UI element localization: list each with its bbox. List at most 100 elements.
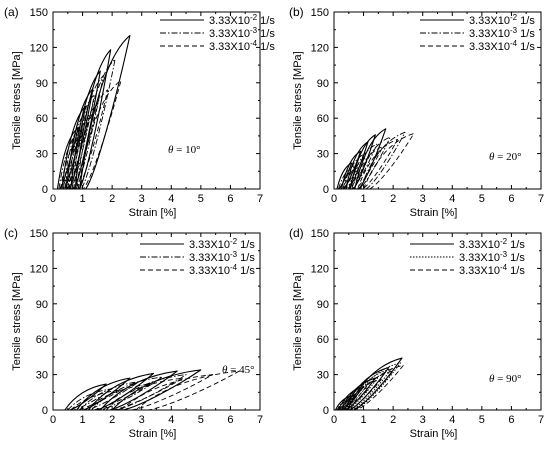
loop-5 [349, 364, 404, 411]
legend-unit: 1/s [257, 28, 275, 40]
loop-1 [339, 167, 359, 190]
x-tick-label: 5 [198, 414, 204, 426]
angle-symbol: θ [222, 364, 228, 376]
x-tick-label: 4 [168, 193, 174, 205]
x-tick-label: 0 [331, 414, 337, 426]
angle-symbol: θ [489, 373, 495, 385]
x-tick-label: 5 [479, 193, 485, 205]
loop-5 [363, 133, 415, 190]
legend-unit: 1/s [237, 239, 255, 251]
y-axis-title: Tensile stress [MPa] [11, 51, 23, 149]
x-tick-label: 5 [479, 414, 485, 426]
x-tick-label: 7 [257, 414, 263, 426]
x-tick-label: 6 [227, 193, 233, 205]
loop-4 [105, 374, 187, 411]
legend-entry: 3.33X10-4 1/s [189, 263, 255, 277]
legend-entry: 3.33X10-3 1/s [209, 26, 275, 40]
loop-3 [102, 377, 184, 411]
x-tick-label: 2 [109, 193, 115, 205]
angle-annotation: θ = 10° [168, 144, 201, 156]
x-tick-label: 5 [198, 193, 204, 205]
angle-value: = 10° [173, 144, 200, 156]
x-tick-label: 1 [361, 193, 367, 205]
legend-exponent: -2 [230, 237, 238, 246]
legend-base: 3.33X10 [469, 15, 510, 27]
loop-2 [345, 155, 370, 190]
y-tick-label: 0 [323, 184, 329, 196]
x-tick-label: 7 [538, 193, 544, 205]
x-axis-title: Strain [%] [129, 428, 177, 440]
loop-1 [56, 127, 79, 190]
legend-unit: 1/s [517, 41, 535, 53]
legend-entry: 3.33X10-3 1/s [189, 250, 255, 264]
y-tick-label: 150 [311, 7, 329, 19]
legend-exponent: -4 [250, 39, 258, 48]
x-tick-label: 3 [420, 414, 426, 426]
y-axis-title: Tensile stress [MPa] [11, 272, 23, 370]
x-tick-label: 6 [508, 193, 514, 205]
legend-unit: 1/s [517, 15, 535, 27]
x-tick-label: 6 [508, 414, 514, 426]
loop-4 [99, 370, 178, 411]
y-tick-label: 120 [311, 42, 329, 54]
legend-base: 3.33X10 [459, 265, 500, 277]
legend-exponent: -4 [500, 263, 508, 272]
angle-annotation: θ = 20° [489, 151, 522, 163]
legend-unit: 1/s [257, 15, 275, 27]
y-tick-label: 0 [323, 405, 329, 417]
x-tick-label: 1 [361, 414, 367, 426]
legend-exponent: -2 [510, 13, 518, 22]
x-tick-label: 0 [331, 193, 337, 205]
loop-5 [135, 370, 240, 411]
legend-entry: 3.33X10-2 1/s [189, 237, 255, 251]
x-axis-title: Strain [%] [129, 207, 177, 219]
angle-value: = 90° [494, 373, 521, 385]
series-dashed [70, 370, 240, 411]
y-axis-title: Tensile stress [MPa] [292, 272, 304, 370]
loop-1 [70, 389, 122, 411]
angle-annotation: θ = 90° [489, 373, 522, 385]
y-tick-label: 0 [42, 405, 48, 417]
loop-6 [79, 35, 131, 190]
loop-3 [67, 94, 95, 190]
loop-5 [354, 128, 387, 190]
loop-1 [59, 135, 82, 190]
y-tick-label: 150 [30, 7, 48, 19]
loop-3 [343, 378, 382, 411]
legend-entry: 3.33X10-2 1/s [459, 237, 525, 251]
angle-value: = 20° [494, 151, 521, 163]
x-tick-label: 1 [80, 414, 86, 426]
legend-unit: 1/s [507, 252, 525, 264]
legend-base: 3.33X10 [469, 41, 510, 53]
y-tick-label: 60 [36, 334, 48, 346]
legend-exponent: -3 [250, 26, 258, 35]
y-tick-label: 30 [317, 370, 329, 382]
loop-1 [64, 383, 107, 411]
legend-base: 3.33X10 [189, 252, 230, 264]
legend-unit: 1/s [237, 252, 255, 264]
x-tick-label: 4 [449, 193, 455, 205]
panel-label: (b) [289, 5, 304, 19]
loop-4 [345, 368, 393, 411]
panel-label: (d) [289, 226, 304, 240]
x-tick-label: 3 [139, 414, 145, 426]
loop-5 [360, 131, 406, 190]
legend-entry: 3.33X10-4 1/s [459, 263, 525, 277]
legend-base: 3.33X10 [209, 15, 250, 27]
x-tick-label: 2 [390, 193, 396, 205]
series-dashed [336, 364, 404, 411]
x-axis-title: Strain [%] [410, 207, 458, 219]
x-tick-label: 0 [50, 193, 56, 205]
legend-exponent: -3 [510, 26, 518, 35]
legend-base: 3.33X10 [189, 239, 230, 251]
legend-entry: 3.33X10-4 1/s [209, 39, 275, 53]
loop-5 [77, 79, 122, 190]
legend-exponent: -4 [230, 263, 238, 272]
legend-base: 3.33X10 [209, 28, 250, 40]
panel-d: 0 1 2 3 4 5 6 7 0 30 60 90 120 150 Strain [%] Tensile s… [289, 226, 544, 440]
y-tick-label: 90 [36, 78, 48, 90]
y-axis-title: Tensile stress [MPa] [292, 51, 304, 149]
y-tick-label: 0 [42, 184, 48, 196]
x-tick-label: 7 [257, 193, 263, 205]
